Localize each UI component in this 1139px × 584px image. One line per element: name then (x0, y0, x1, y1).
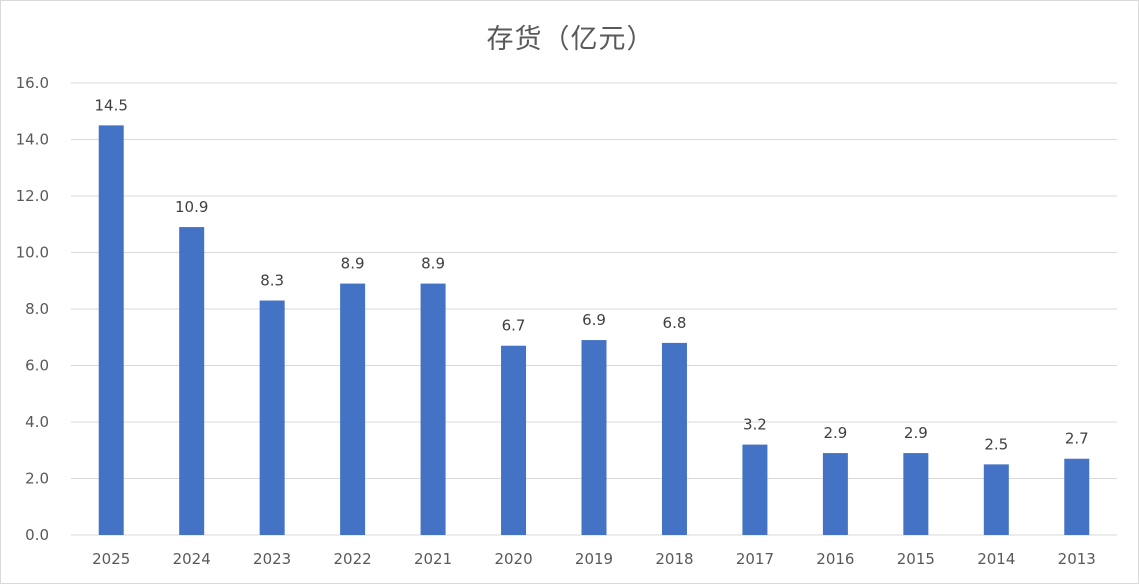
data-label: 6.8 (663, 314, 687, 332)
x-tick-label: 2015 (897, 550, 935, 568)
data-label: 3.2 (743, 416, 767, 434)
data-label: 6.7 (502, 317, 526, 335)
x-tick-label: 2024 (173, 550, 211, 568)
bar-2024 (179, 227, 205, 535)
data-label: 8.3 (260, 272, 284, 290)
x-tick-label: 2016 (816, 550, 854, 568)
data-label: 2.9 (823, 424, 847, 442)
y-tick-label: 0.0 (25, 526, 49, 544)
bar-2013 (1064, 458, 1090, 535)
bar-2017 (742, 444, 768, 535)
bar-2016 (822, 453, 848, 535)
y-tick-label: 10.0 (16, 244, 49, 262)
data-label: 10.9 (175, 198, 208, 216)
x-tick-label: 2021 (414, 550, 452, 568)
y-tick-label: 12.0 (16, 187, 49, 205)
x-tick-label: 2013 (1058, 550, 1096, 568)
x-tick-label: 2018 (655, 550, 693, 568)
x-tick-label: 2014 (977, 550, 1015, 568)
x-tick-label: 2020 (494, 550, 532, 568)
bar-2023 (259, 300, 285, 535)
data-label: 2.5 (984, 435, 1008, 453)
bar-2025 (98, 125, 124, 535)
chart-title: 存货（亿元） (486, 24, 655, 55)
y-tick-label: 14.0 (16, 131, 49, 149)
x-tick-label: 2025 (92, 550, 130, 568)
y-tick-label: 2.0 (25, 470, 49, 488)
bar-2019 (581, 340, 607, 535)
data-label: 8.9 (421, 255, 445, 273)
x-tick-label: 2019 (575, 550, 613, 568)
bar-2021 (420, 283, 446, 535)
data-labels: 14.5 10.9 8.3 8.9 8.9 6.7 6.9 6.8 3.2 2.9 2.9 2.5 2.… (95, 96, 1089, 453)
y-axis-ticks: 0.0 2.0 4.0 6.0 8.0 10.0 12.0 14.0 16.0 (16, 74, 49, 544)
bar-2020 (501, 345, 527, 535)
bar-2022 (340, 283, 366, 535)
bar-2014 (983, 464, 1009, 535)
data-label: 8.9 (341, 255, 365, 273)
data-label: 14.5 (95, 96, 128, 114)
x-tick-label: 2023 (253, 550, 291, 568)
x-axis-ticks: 2025 2024 2023 2022 2021 2020 2019 2018 2017 2016… (92, 550, 1096, 568)
y-tick-label: 8.0 (25, 300, 49, 318)
data-label: 6.9 (582, 311, 606, 329)
data-label: 2.9 (904, 424, 928, 442)
x-tick-label: 2017 (736, 550, 774, 568)
bars (98, 125, 1090, 535)
y-tick-label: 4.0 (25, 413, 49, 431)
bar-2015 (903, 453, 929, 535)
bar-2018 (661, 342, 687, 535)
data-label: 2.7 (1065, 430, 1089, 448)
y-tick-label: 6.0 (25, 357, 49, 375)
y-tick-label: 16.0 (16, 74, 49, 92)
x-tick-label: 2022 (334, 550, 372, 568)
